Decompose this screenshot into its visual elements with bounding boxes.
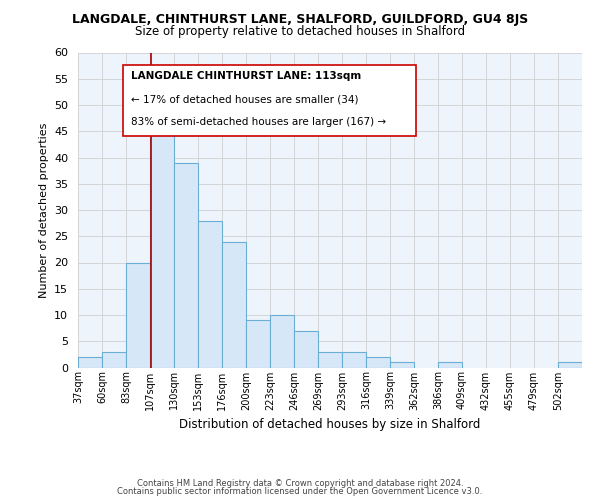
Bar xyxy=(78,357,102,368)
Bar xyxy=(174,163,198,368)
Text: LANGDALE CHINTHURST LANE: 113sqm: LANGDALE CHINTHURST LANE: 113sqm xyxy=(131,72,361,82)
Bar xyxy=(438,362,462,368)
Bar xyxy=(270,315,294,368)
Bar xyxy=(342,352,366,368)
Bar xyxy=(294,331,318,368)
Bar xyxy=(558,362,582,368)
Bar xyxy=(126,262,150,368)
Y-axis label: Number of detached properties: Number of detached properties xyxy=(38,122,49,298)
Bar xyxy=(318,352,342,368)
Text: Contains public sector information licensed under the Open Government Licence v3: Contains public sector information licen… xyxy=(118,487,482,496)
Bar xyxy=(198,220,222,368)
X-axis label: Distribution of detached houses by size in Shalford: Distribution of detached houses by size … xyxy=(179,418,481,431)
FancyBboxPatch shape xyxy=(124,65,416,136)
Text: LANGDALE, CHINTHURST LANE, SHALFORD, GUILDFORD, GU4 8JS: LANGDALE, CHINTHURST LANE, SHALFORD, GUI… xyxy=(72,12,528,26)
Bar xyxy=(366,357,390,368)
Bar xyxy=(102,352,126,368)
Bar xyxy=(246,320,270,368)
Text: Size of property relative to detached houses in Shalford: Size of property relative to detached ho… xyxy=(135,25,465,38)
Text: Contains HM Land Registry data © Crown copyright and database right 2024.: Contains HM Land Registry data © Crown c… xyxy=(137,478,463,488)
Bar xyxy=(150,120,174,368)
Text: 83% of semi-detached houses are larger (167) →: 83% of semi-detached houses are larger (… xyxy=(131,118,386,128)
Bar xyxy=(222,242,246,368)
Text: ← 17% of detached houses are smaller (34): ← 17% of detached houses are smaller (34… xyxy=(131,94,358,104)
Bar xyxy=(390,362,414,368)
